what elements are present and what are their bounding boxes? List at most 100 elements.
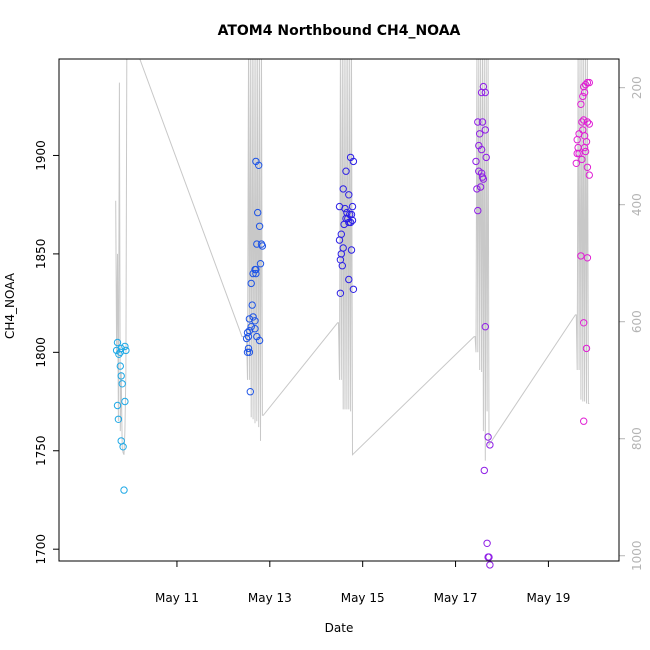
data-point — [242, 334, 251, 343]
data-point — [256, 260, 265, 268]
data-point — [122, 346, 130, 355]
data-point — [349, 285, 358, 293]
data-point — [248, 301, 256, 309]
data-point — [121, 397, 129, 406]
pressure-line-layer — [115, 58, 590, 461]
x-tick-label: May 15 — [341, 591, 385, 605]
data-point — [481, 88, 489, 97]
y2-tick-label: 600 — [630, 310, 644, 333]
data-point — [243, 348, 252, 356]
data-point — [258, 242, 267, 250]
series-1 — [112, 338, 130, 494]
data-point — [121, 342, 129, 351]
data-point — [341, 204, 349, 213]
y2-tick-label: 400 — [630, 193, 644, 216]
x-axis-title: Date — [325, 621, 354, 635]
data-point — [345, 191, 353, 199]
y-tick-label: 1850 — [34, 239, 48, 270]
data-point — [481, 126, 489, 134]
data-point — [254, 208, 262, 217]
series-5 — [572, 78, 593, 425]
data-point — [338, 262, 346, 270]
data-point — [255, 222, 264, 231]
data-point — [585, 78, 593, 87]
data-point — [578, 118, 586, 126]
data-point — [346, 218, 355, 227]
data-point — [585, 120, 593, 128]
data-point — [482, 153, 490, 162]
data-point — [120, 486, 128, 494]
data-point — [580, 88, 589, 97]
data-point — [578, 155, 586, 164]
x-tick-label: May 19 — [526, 591, 570, 605]
data-point — [249, 269, 257, 278]
y-tick-label: 1800 — [34, 337, 48, 368]
data-point — [251, 317, 259, 325]
data-point — [339, 185, 347, 193]
data-point — [348, 202, 357, 211]
data-point — [476, 183, 485, 191]
series-2 — [242, 157, 267, 396]
data-point — [483, 539, 491, 547]
data-point — [573, 136, 581, 144]
data-point — [246, 388, 255, 396]
data-point — [579, 92, 587, 101]
data-point — [479, 175, 488, 183]
plot-frame — [58, 58, 620, 562]
data-point — [486, 561, 494, 569]
chart-title: ATOM4 Northbound CH4_NOAA — [218, 23, 461, 39]
data-point — [348, 216, 357, 225]
data-point — [115, 350, 123, 358]
data-point — [478, 118, 487, 126]
data-point — [342, 167, 350, 175]
data-point — [244, 344, 253, 353]
data-point — [477, 145, 486, 154]
y-tick-label: 1700 — [34, 534, 48, 565]
data-point — [484, 433, 492, 441]
y2-tick-label: 200 — [630, 76, 644, 99]
data-point — [577, 252, 585, 260]
data-point — [575, 149, 583, 158]
data-point — [117, 372, 125, 380]
data-point — [585, 171, 593, 179]
data-point — [255, 336, 264, 345]
data-point — [249, 313, 257, 321]
data-point — [480, 466, 488, 475]
y2-tick-label: 1000 — [630, 540, 644, 571]
data-point — [580, 319, 588, 327]
data-point — [345, 275, 353, 284]
data-point — [581, 80, 590, 89]
y-tick-label: 1750 — [34, 435, 48, 466]
axes-layer: May 11 May 13 May 15 May 17 May 19 1700 1750 18… — [34, 76, 644, 605]
data-point — [573, 149, 581, 158]
data-point — [481, 323, 489, 331]
data-point — [116, 362, 125, 370]
series-3 — [335, 153, 358, 297]
pressure-line — [115, 58, 590, 461]
data-point — [114, 415, 123, 423]
data-point — [474, 206, 482, 215]
data-point — [582, 344, 591, 353]
data-point — [113, 401, 122, 410]
data-point — [580, 116, 588, 124]
data-point — [113, 338, 122, 347]
data-point — [247, 323, 255, 331]
data-point — [477, 88, 486, 97]
data-point — [349, 157, 358, 166]
data-point — [245, 348, 254, 356]
data-point — [484, 553, 492, 561]
data-point — [112, 346, 121, 355]
data-point — [252, 269, 260, 278]
data-point — [335, 236, 344, 244]
data-point — [255, 161, 263, 170]
y-axis-title: CH4_NOAA — [3, 272, 17, 339]
data-point — [580, 143, 589, 152]
data-point — [583, 163, 592, 172]
data-point — [581, 147, 590, 156]
data-point — [486, 441, 494, 449]
data-point — [583, 254, 592, 262]
y2-tick-label: 800 — [630, 427, 644, 450]
x-tick-label: May 13 — [248, 591, 292, 605]
data-point — [247, 279, 255, 288]
